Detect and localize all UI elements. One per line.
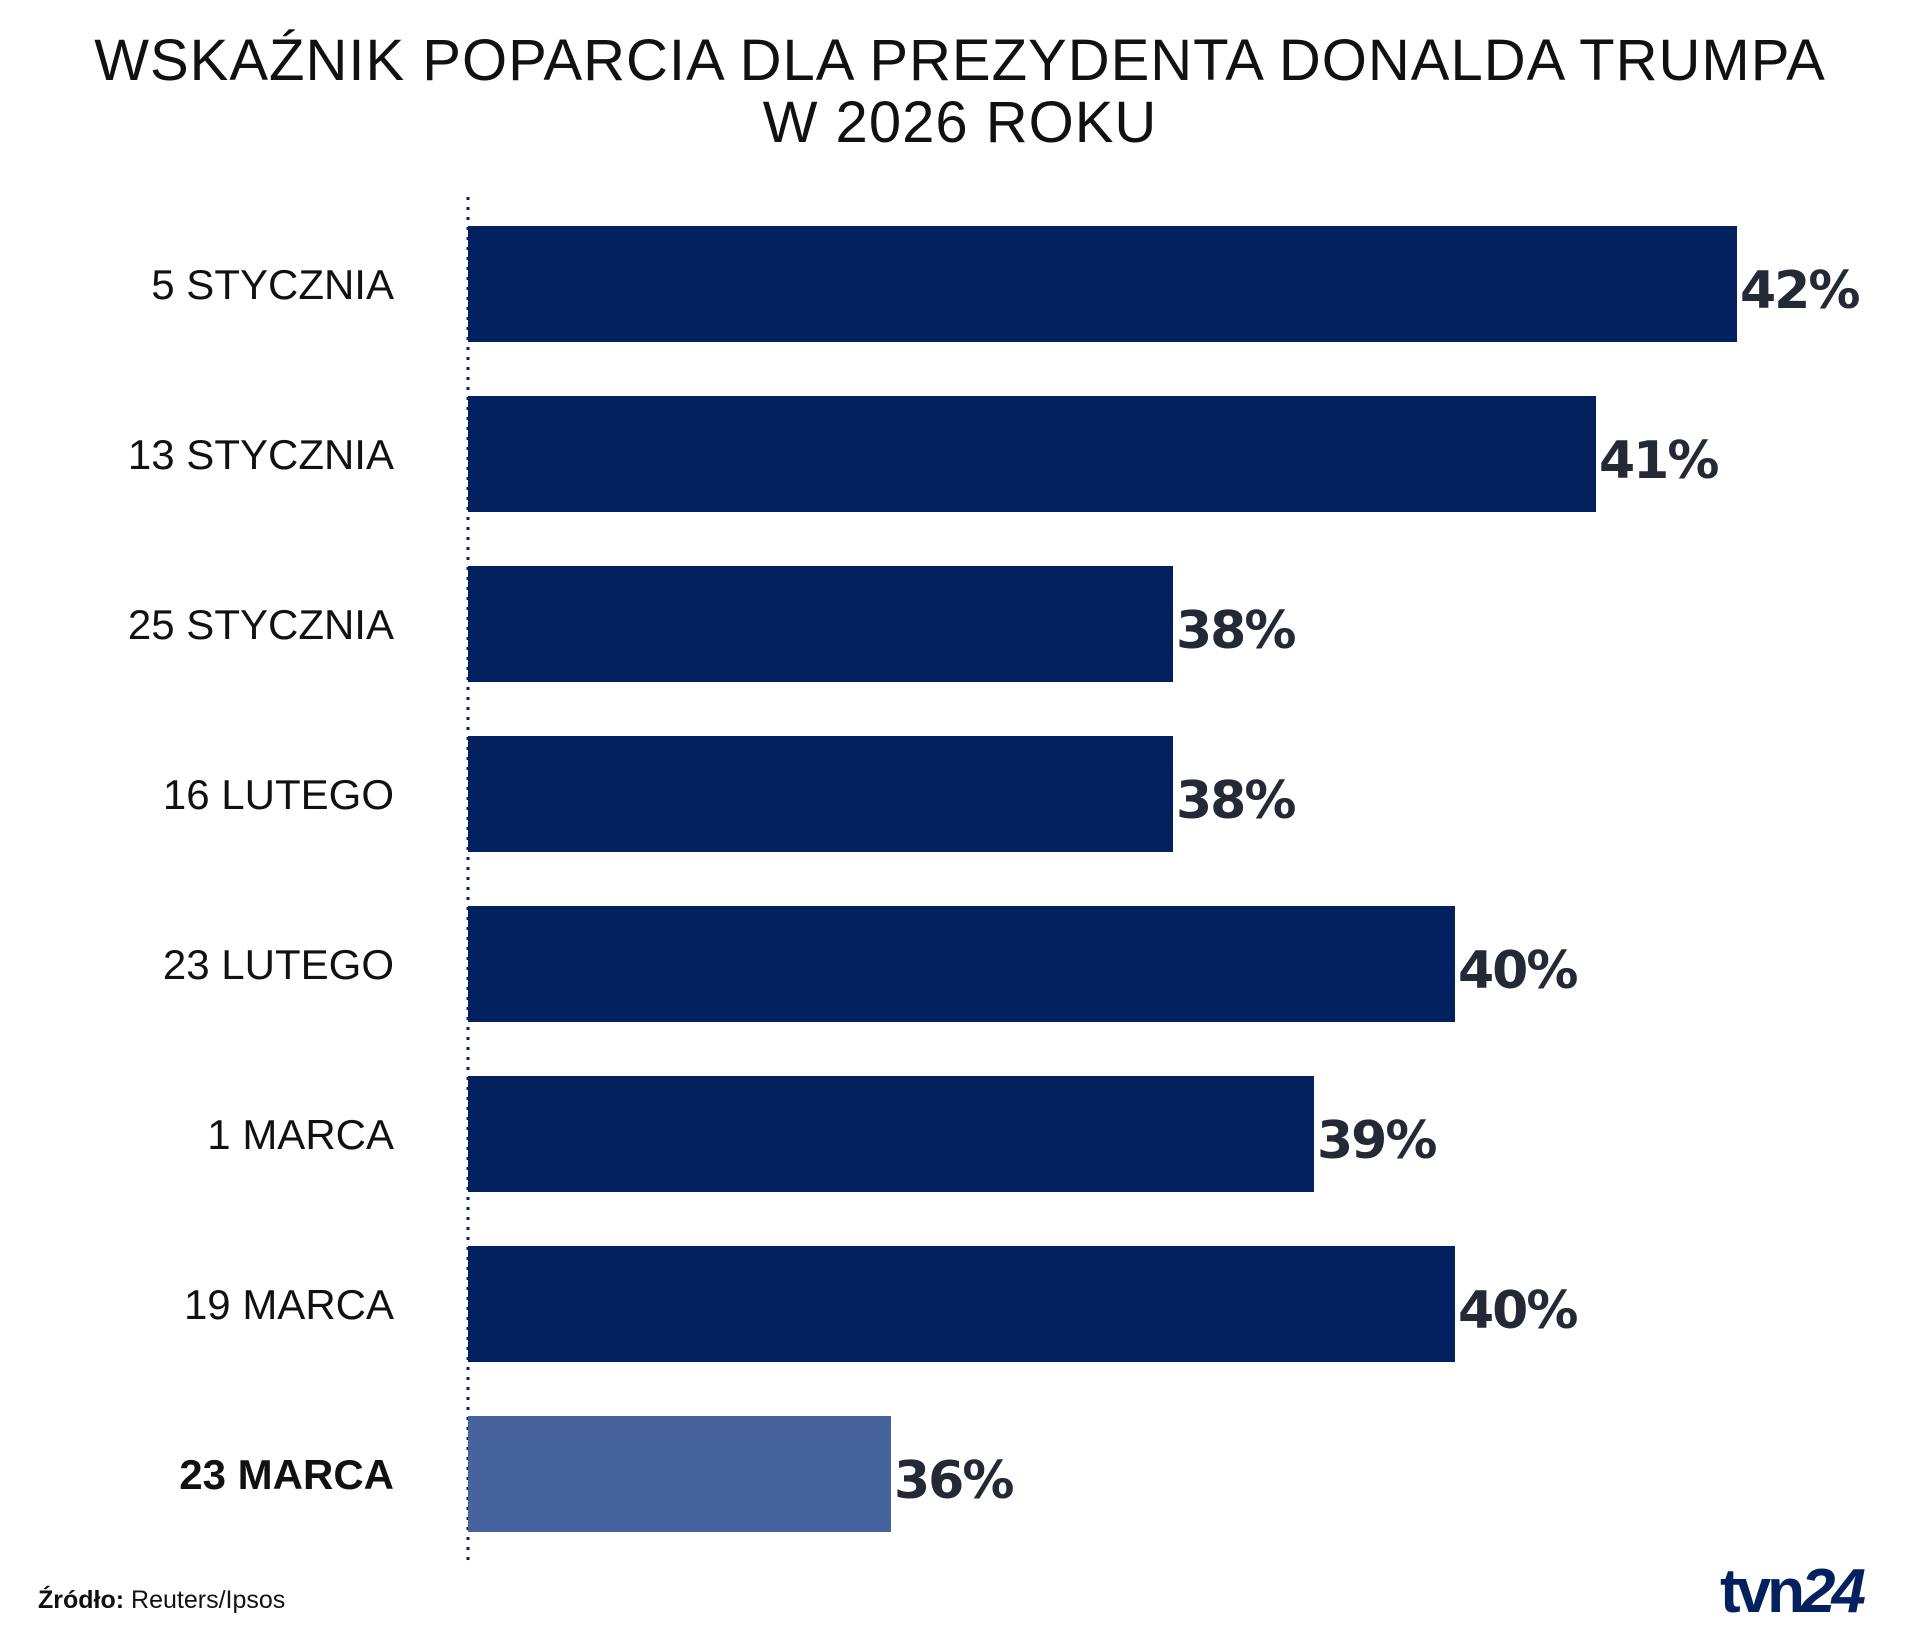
category-label: 1 MARCA bbox=[207, 1111, 394, 1158]
data-label: 40% bbox=[1458, 1281, 1577, 1341]
bar bbox=[468, 226, 1737, 342]
source-label: Źródło: bbox=[38, 1586, 125, 1614]
data-label: 42% bbox=[1740, 261, 1859, 321]
data-label: 38% bbox=[1176, 771, 1295, 831]
source-value: Reuters/Ipsos bbox=[131, 1586, 286, 1614]
category-label: 25 STYCZNIA bbox=[128, 601, 394, 648]
bar bbox=[468, 736, 1173, 852]
data-label: 36% bbox=[894, 1451, 1013, 1511]
bar bbox=[468, 1416, 891, 1532]
category-label: 23 MARCA bbox=[179, 1451, 394, 1498]
category-label: 19 MARCA bbox=[184, 1281, 394, 1328]
bar bbox=[468, 1246, 1455, 1362]
bar bbox=[468, 906, 1455, 1022]
data-label: 40% bbox=[1458, 941, 1577, 1001]
logo-number: 24 bbox=[1801, 1557, 1866, 1626]
chart-title: WSKAŹNIK POPARCIA DLA PREZYDENTA DONALDA… bbox=[0, 30, 1920, 154]
title-line-2: W 2026 ROKU bbox=[762, 90, 1158, 155]
logo-text: tvn bbox=[1720, 1557, 1805, 1626]
category-label: 13 STYCZNIA bbox=[128, 431, 394, 478]
tvn24-logo: tvn24 bbox=[1720, 1556, 1866, 1627]
bar bbox=[468, 566, 1173, 682]
data-label: 39% bbox=[1317, 1111, 1436, 1171]
title-line-1: WSKAŹNIK POPARCIA DLA PREZYDENTA DONALDA… bbox=[94, 28, 1826, 93]
data-label: 41% bbox=[1599, 431, 1718, 491]
bar bbox=[468, 1076, 1314, 1192]
category-label: 23 LUTEGO bbox=[163, 941, 394, 988]
source-note: Źródło: Reuters/Ipsos bbox=[38, 1586, 285, 1615]
category-label: 16 LUTEGO bbox=[163, 771, 394, 818]
data-label: 38% bbox=[1176, 601, 1295, 661]
category-label: 5 STYCZNIA bbox=[151, 261, 394, 308]
bar bbox=[468, 396, 1596, 512]
